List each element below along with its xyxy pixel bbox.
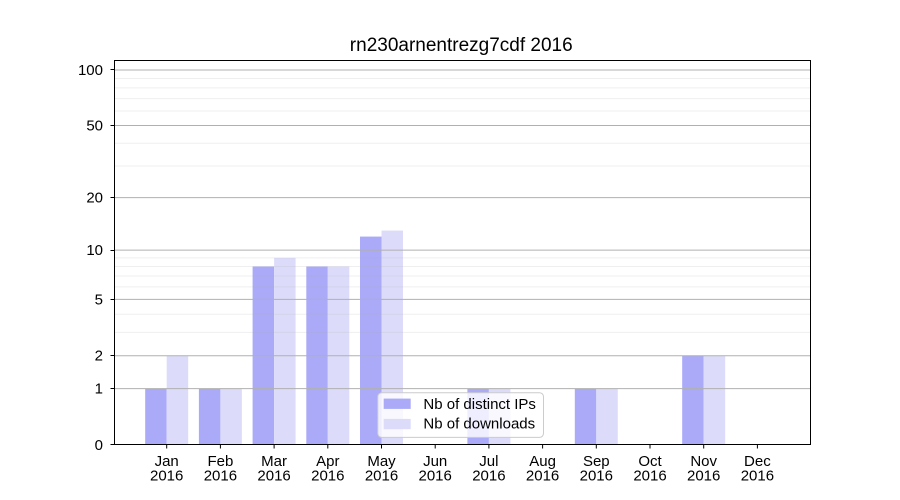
svg-text:Jun: Jun xyxy=(423,453,447,470)
svg-text:Feb: Feb xyxy=(207,453,233,470)
svg-text:Sep: Sep xyxy=(583,453,610,470)
svg-text:50: 50 xyxy=(86,118,103,135)
svg-text:Mar: Mar xyxy=(261,453,287,470)
svg-text:2016: 2016 xyxy=(365,468,398,485)
svg-text:Oct: Oct xyxy=(638,453,662,470)
svg-text:2016: 2016 xyxy=(687,468,720,485)
svg-text:2016: 2016 xyxy=(204,468,237,485)
svg-text:2016: 2016 xyxy=(472,468,505,485)
svg-text:rn230arnentrezg7cdf 2016: rn230arnentrezg7cdf 2016 xyxy=(350,35,573,56)
svg-text:May: May xyxy=(367,453,396,470)
svg-text:1: 1 xyxy=(95,381,103,398)
svg-text:2: 2 xyxy=(95,348,103,365)
svg-text:2016: 2016 xyxy=(257,468,290,485)
svg-text:Apr: Apr xyxy=(316,453,339,470)
svg-text:Nb of distinct IPs: Nb of distinct IPs xyxy=(423,396,536,413)
svg-text:2016: 2016 xyxy=(150,468,183,485)
svg-text:0: 0 xyxy=(95,437,103,454)
svg-text:Jul: Jul xyxy=(479,453,498,470)
svg-text:2016: 2016 xyxy=(633,468,666,485)
svg-text:2016: 2016 xyxy=(526,468,559,485)
svg-text:Dec: Dec xyxy=(744,453,771,470)
svg-text:Aug: Aug xyxy=(529,453,556,470)
svg-text:Nb of downloads: Nb of downloads xyxy=(423,416,535,433)
svg-text:10: 10 xyxy=(86,242,103,259)
svg-text:Jan: Jan xyxy=(155,453,179,470)
svg-text:Nov: Nov xyxy=(690,453,717,470)
svg-text:2016: 2016 xyxy=(741,468,774,485)
svg-text:20: 20 xyxy=(86,190,103,207)
svg-text:2016: 2016 xyxy=(419,468,452,485)
svg-text:2016: 2016 xyxy=(580,468,613,485)
svg-text:2016: 2016 xyxy=(311,468,344,485)
svg-text:100: 100 xyxy=(78,62,103,79)
svg-text:5: 5 xyxy=(95,291,103,308)
